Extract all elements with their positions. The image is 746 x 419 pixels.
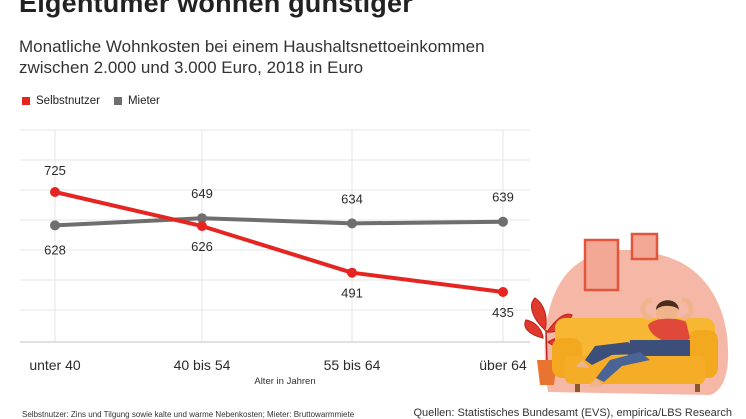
legend-label-selbstnutzer: Selbstnutzer	[36, 95, 100, 107]
series-layer: 725 626 491 435 628 649 634 639	[44, 163, 514, 320]
data-point-selbstnutzer	[347, 267, 357, 278]
x-tick-label: über 64	[479, 357, 527, 373]
page-title: Eigentümer wohnen günstiger	[19, 0, 413, 18]
x-axis-label: Alter in Jahren	[254, 376, 315, 387]
x-axis-tick-labels: unter 40 40 bis 54 55 bis 64 über 64	[29, 357, 527, 373]
data-point-mieter	[347, 218, 357, 229]
legend-item-mieter: Mieter	[113, 95, 160, 107]
legend-label-mieter: Mieter	[127, 95, 160, 107]
data-point-mieter	[498, 216, 508, 227]
data-label-selbstnutzer: 725	[44, 163, 66, 178]
page-subtitle: Monatliche Wohnkosten bei einem Haushalt…	[19, 37, 485, 77]
footnote: Selbstnutzer: Zins und Tilgung sowie kal…	[22, 410, 355, 419]
series-line-mieter	[53, 216, 505, 228]
legend-swatch-mieter	[113, 97, 122, 105]
legend-item-selbstnutzer: Selbstnutzer	[22, 95, 100, 107]
data-point-selbstnutzer	[498, 287, 508, 297]
data-label-mieter: 649	[191, 186, 213, 201]
data-point-mieter	[197, 213, 207, 224]
legend: Selbstnutzer Mieter	[22, 95, 160, 107]
data-label-selbstnutzer: 491	[341, 286, 363, 301]
data-point-mieter	[50, 220, 60, 231]
legend-swatch-selbstnutzer	[22, 97, 30, 105]
data-label-selbstnutzer: 435	[492, 305, 514, 320]
relaxing-man-on-sofa-illustration	[524, 232, 729, 395]
data-label-mieter: 634	[341, 191, 363, 206]
data-label-mieter: 628	[44, 242, 66, 257]
x-tick-label: 55 bis 64	[324, 357, 381, 373]
x-tick-label: 40 bis 54	[174, 357, 231, 373]
data-label-selbstnutzer: 626	[191, 239, 213, 254]
x-tick-label: unter 40	[29, 357, 81, 373]
data-point-selbstnutzer	[50, 187, 60, 197]
grid	[20, 129, 530, 343]
series-line-selbstnutzer	[53, 190, 505, 294]
data-point-selbstnutzer	[197, 221, 207, 232]
data-label-mieter: 639	[492, 190, 514, 205]
source-note: Quellen: Statistisches Bundesamt (EVS), …	[413, 407, 732, 419]
